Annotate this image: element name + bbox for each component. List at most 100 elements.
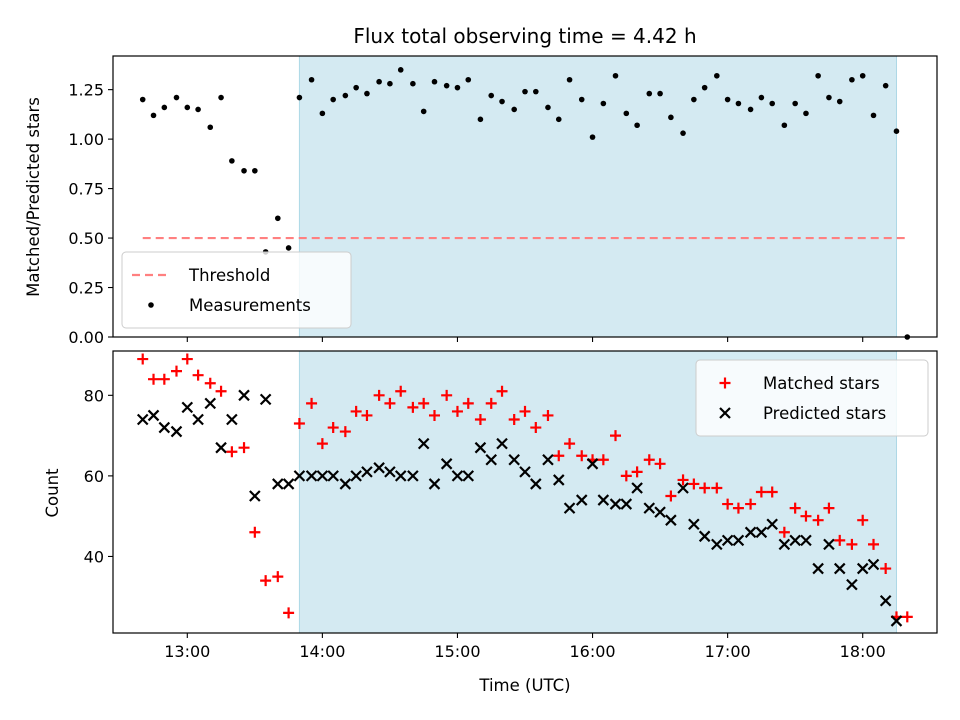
- data-point: [410, 80, 416, 87]
- data-point: [646, 90, 653, 97]
- data-point: [769, 100, 775, 107]
- axes-frame: [112, 55, 938, 338]
- data-point: [485, 397, 497, 409]
- data-point: [522, 88, 528, 95]
- data-point: [834, 534, 846, 546]
- data-point: [319, 110, 326, 117]
- data-point: [387, 80, 393, 87]
- data-point: [634, 122, 640, 129]
- data-point: [654, 506, 666, 518]
- data-point: [668, 114, 674, 121]
- data-point: [766, 486, 778, 498]
- data-point: [238, 442, 250, 454]
- data-point: [195, 106, 201, 113]
- data-point: [373, 389, 385, 401]
- data-point: [283, 607, 295, 619]
- data-point: [575, 494, 588, 506]
- data-point: [812, 514, 824, 526]
- data-point: [849, 76, 855, 83]
- data-point: [384, 466, 396, 478]
- data-point: [856, 562, 869, 575]
- data-point: [823, 538, 835, 551]
- data-point: [462, 470, 475, 482]
- data-point: [576, 450, 588, 462]
- data-point: [305, 470, 318, 482]
- data-point: [364, 90, 370, 97]
- data-point: [722, 498, 734, 510]
- data-point: [316, 438, 328, 450]
- legend-marker: [148, 302, 154, 308]
- data-point: [431, 78, 438, 85]
- data-point: [147, 409, 160, 422]
- data-point: [758, 94, 765, 101]
- data-point: [339, 426, 351, 438]
- data-point: [766, 518, 778, 531]
- data-point: [789, 502, 801, 514]
- count-panel: 13:00 14:00 15:00 16:00 17:00 18:00 40 60 80 Matc…: [84, 350, 938, 661]
- data-point: [316, 470, 329, 482]
- data-point: [555, 116, 562, 123]
- data-point: [654, 458, 666, 470]
- data-point: [781, 122, 788, 129]
- y-tick-label: 40: [84, 547, 104, 566]
- data-point: [553, 450, 565, 462]
- ratio-y-axis-label: Matched/Predicted stars: [24, 97, 43, 297]
- data-point: [589, 134, 596, 140]
- data-point: [158, 421, 171, 434]
- data-point: [272, 571, 284, 583]
- data-point: [597, 454, 609, 466]
- data-point: [815, 72, 821, 79]
- data-point: [688, 518, 700, 531]
- data-point: [136, 413, 149, 426]
- data-point: [260, 575, 272, 587]
- data-point: [744, 526, 757, 539]
- data-point: [735, 100, 742, 107]
- count-y-axis-label: Count: [43, 468, 62, 518]
- legend: Threshold Measurements: [121, 251, 352, 329]
- data-point: [150, 112, 157, 119]
- data-point: [755, 526, 768, 539]
- data-point: [252, 167, 258, 174]
- data-point: [285, 245, 292, 251]
- y-tick-label: 80: [84, 386, 104, 405]
- data-point: [440, 458, 453, 470]
- data-point: [339, 478, 352, 490]
- data-point: [711, 538, 723, 551]
- data-point: [485, 453, 498, 466]
- data-point: [353, 84, 359, 91]
- data-point: [207, 124, 214, 131]
- data-point: [170, 425, 183, 438]
- data-point: [499, 98, 505, 105]
- data-point: [462, 397, 474, 409]
- data-point: [361, 466, 373, 478]
- data-point: [533, 88, 539, 95]
- data-point: [631, 482, 643, 494]
- data-point: [530, 422, 542, 434]
- data-point: [789, 534, 801, 547]
- x-tick-label: 17:00: [705, 642, 751, 661]
- y-tick-label: 0.25: [68, 279, 104, 298]
- data-point: [170, 365, 182, 377]
- matched-stars-series: [137, 353, 913, 623]
- chart-title: Flux total observing time = 4.42 h: [353, 24, 696, 48]
- data-point: [612, 72, 619, 79]
- y-tick-label: 60: [84, 467, 104, 486]
- data-point: [384, 397, 396, 409]
- y-tick-label: 1.00: [68, 130, 104, 149]
- data-point: [496, 437, 508, 450]
- data-point: [181, 401, 194, 414]
- x-tick-label: 18:00: [840, 642, 886, 661]
- data-point: [643, 454, 655, 466]
- data-point: [833, 562, 846, 575]
- data-point: [597, 494, 610, 506]
- measurements-series: [139, 67, 911, 340]
- data-point: [711, 482, 723, 494]
- legend-box: [121, 251, 352, 329]
- data-point: [181, 353, 193, 365]
- data-point: [623, 110, 630, 117]
- data-point: [296, 94, 303, 101]
- data-point: [308, 76, 315, 83]
- data-point: [566, 76, 573, 83]
- data-point: [688, 478, 700, 490]
- legend-marker: [719, 377, 731, 389]
